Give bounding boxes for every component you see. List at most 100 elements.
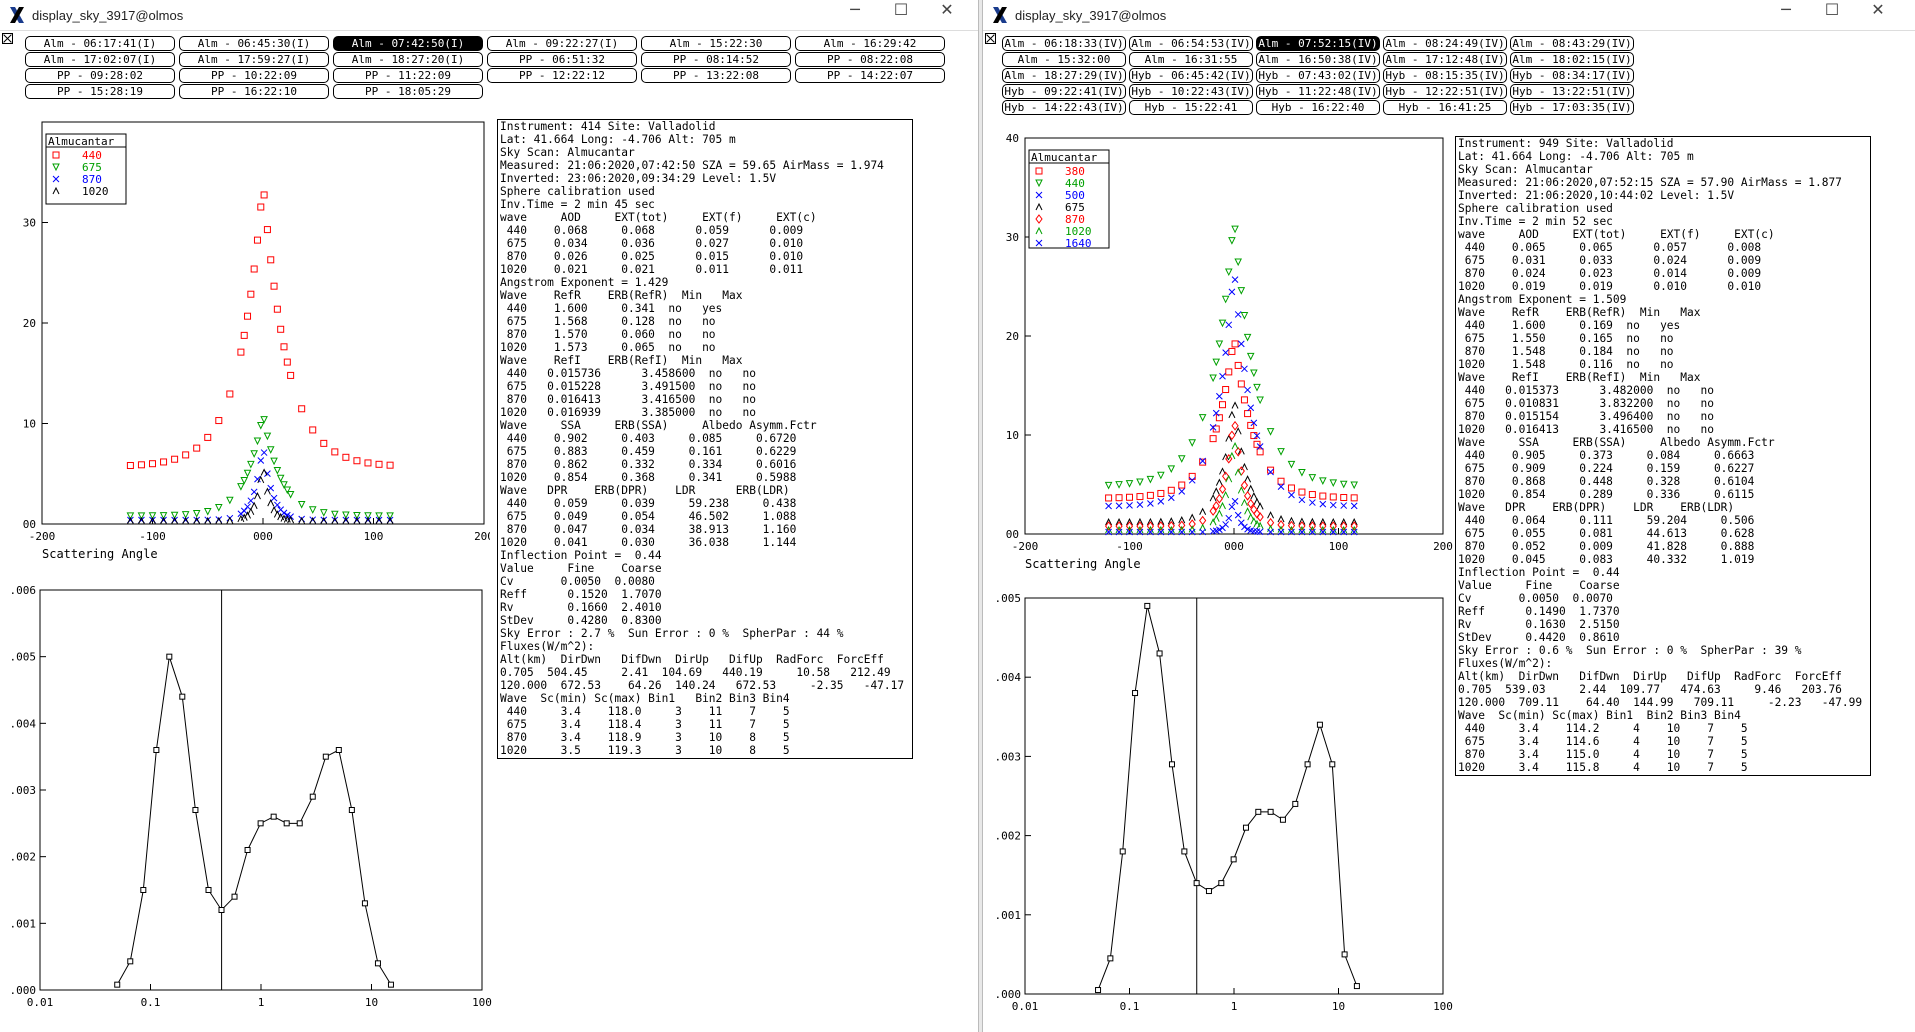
scan-button[interactable]: Hyb - 08:34:17(IV) [1510, 68, 1634, 83]
info-line: Measured: 21:06:2020,07:52:15 SZA = 57.9… [1458, 176, 1842, 189]
info-line: Inverted: 21:06:2020,10:44:02 Level: 1.5… [1458, 189, 1735, 202]
legend-entry: 440 [1065, 177, 1085, 190]
title-bar[interactable]: display_sky_3917@olmos ─ ☐ ✕ [983, 0, 1915, 31]
scan-button[interactable]: Alm - 09:22:27(I) [487, 36, 637, 51]
scan-button[interactable]: Alm - 16:31:55 [1129, 52, 1253, 67]
scan-button[interactable]: PP - 08:22:08 [795, 52, 945, 67]
scan-button[interactable]: PP - 12:22:12 [487, 68, 637, 83]
x-tick-label: 200 [474, 530, 490, 543]
info-line: StDev 0.4420 0.8610 [1458, 631, 1620, 644]
scan-button[interactable]: PP - 14:22:07 [795, 68, 945, 83]
scan-button[interactable]: Alm - 17:12:48(IV) [1383, 52, 1507, 67]
scan-button[interactable]: Hyb - 06:45:42(IV) [1129, 68, 1253, 83]
scan-button[interactable]: Alm - 15:22:30 [641, 36, 791, 51]
data-point [1308, 517, 1316, 526]
data-point [320, 439, 328, 447]
scan-button[interactable]: PP - 08:14:52 [641, 52, 791, 67]
data-point [1287, 520, 1296, 531]
scan-button[interactable]: Alm - 16:29:42 [795, 36, 945, 51]
scan-button[interactable]: PP - 06:51:32 [487, 52, 637, 67]
data-point [1209, 435, 1217, 443]
y-tick-label: 00 [1006, 528, 1019, 541]
maximize-icon[interactable]: ☐ [893, 0, 909, 19]
data-point [1216, 526, 1223, 534]
scan-button[interactable]: Alm - 06:17:41(I) [25, 36, 175, 51]
scan-button[interactable]: PP - 09:28:02 [25, 68, 175, 83]
data-point [374, 960, 381, 967]
data-point [273, 466, 282, 475]
close-box-icon[interactable] [985, 33, 996, 44]
data-point [1287, 460, 1296, 469]
info-line: 870 3.4 115.0 4 10 7 5 [1458, 748, 1748, 761]
data-point [226, 496, 234, 505]
minimize-icon[interactable]: ─ [850, 0, 860, 19]
data-point [159, 512, 168, 520]
scan-button[interactable]: Hyb - 16:41:25 [1383, 100, 1507, 115]
data-point [1267, 468, 1274, 476]
scan-button[interactable]: Hyb - 15:22:41 [1129, 100, 1253, 115]
maximize-icon[interactable]: ☐ [1824, 0, 1840, 19]
data-point [1146, 491, 1154, 499]
legend-entry: 675 [1065, 201, 1085, 214]
scan-button[interactable]: Alm - 06:54:53(IV) [1129, 36, 1253, 51]
scan-button[interactable]: Hyb - 17:03:35(IV) [1510, 100, 1634, 115]
scan-button[interactable]: Alm - 08:43:29(IV) [1510, 36, 1634, 51]
data-point [1136, 501, 1144, 509]
data-point [1125, 480, 1134, 488]
scan-button[interactable]: PP - 10:22:09 [179, 68, 329, 83]
data-point [1247, 484, 1255, 492]
scan-button[interactable]: Hyb - 12:22:51(IV) [1383, 84, 1507, 99]
data-point [283, 820, 290, 827]
close-box-icon[interactable] [2, 33, 13, 44]
scan-button[interactable]: Alm - 17:02:07(I) [25, 52, 175, 67]
scan-button[interactable]: Alm - 07:52:15(IV) [1256, 36, 1380, 51]
y-tick-label: 20 [1006, 330, 1019, 343]
scan-button[interactable]: Hyb - 11:22:48(IV) [1256, 84, 1380, 99]
scan-button[interactable]: Hyb - 14:22:43(IV) [1002, 100, 1126, 115]
scan-button[interactable]: Alm - 07:42:50(I) [333, 36, 483, 51]
scan-button[interactable]: Alm - 15:32:00 [1002, 52, 1126, 67]
data-point [1212, 425, 1220, 433]
data-point [203, 507, 212, 516]
scan-button[interactable]: Alm - 18:27:29(IV) [1002, 68, 1126, 83]
y-tick-label: .002 [10, 851, 37, 864]
title-bar[interactable]: display_sky_3917@olmos ─ ☐ ✕ [0, 0, 978, 31]
scan-button[interactable]: Alm - 17:59:27(I) [179, 52, 329, 67]
scan-button[interactable]: Alm - 08:24:49(IV) [1383, 36, 1507, 51]
scan-button[interactable]: PP - 16:22:10 [179, 84, 329, 99]
scan-button[interactable]: PP - 18:05:29 [333, 84, 483, 99]
scan-button[interactable]: Alm - 06:18:33(IV) [1002, 36, 1126, 51]
data-point [375, 516, 383, 525]
scan-button[interactable]: Hyb - 10:22:43(IV) [1129, 84, 1253, 99]
scan-button[interactable]: Hyb - 13:22:51(IV) [1510, 84, 1634, 99]
scan-button[interactable]: PP - 15:28:19 [25, 84, 175, 99]
data-point [1340, 502, 1348, 509]
scan-button[interactable]: Alm - 18:02:15(IV) [1510, 52, 1634, 67]
scan-button[interactable]: Hyb - 16:22:40 [1256, 100, 1380, 115]
data-point [1298, 468, 1306, 477]
scan-button[interactable]: Alm - 18:27:20(I) [333, 52, 483, 67]
data-point [1277, 528, 1285, 536]
data-point [1329, 521, 1337, 531]
scan-button[interactable]: Alm - 06:45:30(I) [179, 36, 329, 51]
data-point [153, 747, 160, 753]
data-point [1105, 494, 1113, 502]
scan-button[interactable]: Alm - 16:50:38(IV) [1256, 52, 1380, 67]
minimize-icon[interactable]: ─ [1781, 0, 1791, 19]
left-window: display_sky_3917@olmos ─ ☐ ✕ Alm - 06:17… [0, 0, 978, 1032]
scan-button[interactable]: PP - 13:22:08 [641, 68, 791, 83]
window-title: display_sky_3917@olmos [32, 8, 184, 23]
scan-button[interactable]: Hyb - 09:22:41(IV) [1002, 84, 1126, 99]
data-point [257, 475, 265, 484]
scan-button[interactable]: Hyb - 08:15:35(IV) [1383, 68, 1507, 83]
close-icon[interactable]: ✕ [1871, 0, 1885, 19]
data-point [1234, 427, 1242, 435]
data-point [283, 358, 291, 366]
close-icon[interactable]: ✕ [940, 0, 954, 19]
data-point [1035, 214, 1043, 224]
scan-button[interactable]: PP - 11:22:09 [333, 68, 483, 83]
scan-button[interactable]: Hyb - 07:43:02(IV) [1256, 68, 1380, 83]
data-point [1209, 424, 1217, 431]
y-tick-label: 20 [23, 317, 36, 330]
data-point [1231, 340, 1239, 348]
